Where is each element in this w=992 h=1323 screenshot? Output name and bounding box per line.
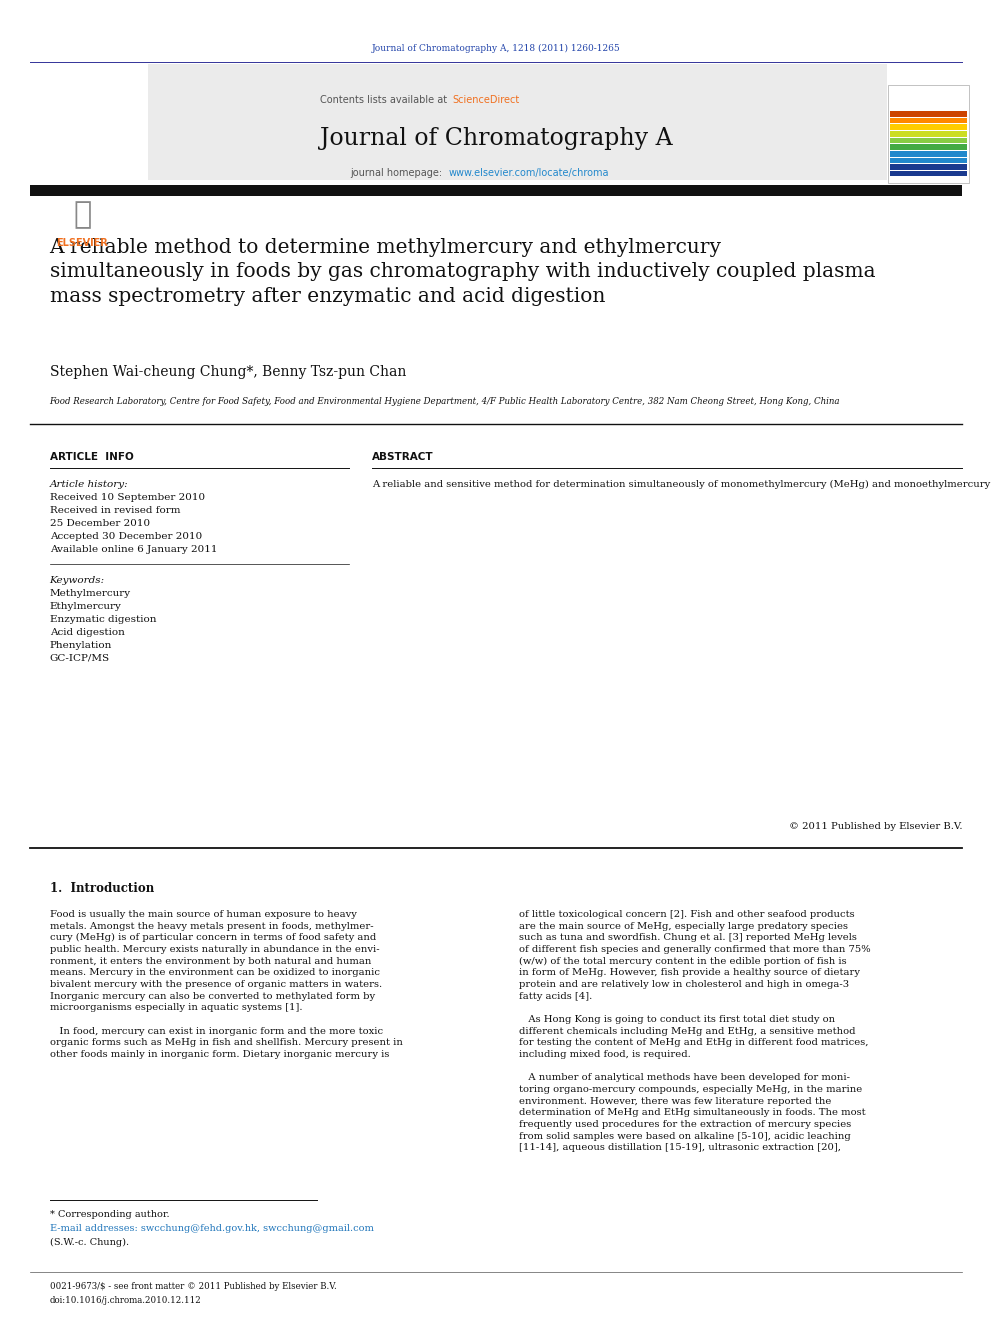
Text: Keywords:: Keywords: [50, 576, 105, 585]
Text: Phenylation: Phenylation [50, 642, 112, 650]
Text: (S.W.-c. Chung).: (S.W.-c. Chung). [50, 1238, 129, 1248]
Text: doi:10.1016/j.chroma.2010.12.112: doi:10.1016/j.chroma.2010.12.112 [50, 1297, 201, 1304]
Text: E-mail addresses: swcchung@fehd.gov.hk, swcchung@gmail.com: E-mail addresses: swcchung@fehd.gov.hk, … [50, 1224, 373, 1233]
Text: Journal of Chromatography A: Journal of Chromatography A [319, 127, 673, 149]
Text: * Corresponding author.: * Corresponding author. [50, 1211, 170, 1218]
Bar [890, 171, 967, 176]
Text: 25 December 2010: 25 December 2010 [50, 519, 150, 528]
Bar [890, 131, 967, 136]
Text: Acid digestion: Acid digestion [50, 628, 124, 636]
Bar [890, 118, 967, 123]
Text: Journal of Chromatography A, 1218 (2011) 1260-1265: Journal of Chromatography A, 1218 (2011)… [372, 44, 620, 53]
Text: Enzymatic digestion: Enzymatic digestion [50, 615, 156, 624]
Bar [30, 185, 962, 196]
Text: Contents lists available at: Contents lists available at [320, 95, 450, 105]
Text: ScienceDirect: ScienceDirect [452, 95, 520, 105]
Text: Received in revised form: Received in revised form [50, 505, 181, 515]
Bar [890, 151, 967, 156]
Bar [890, 164, 967, 169]
Text: Food is usually the main source of human exposure to heavy
metals. Amongst the h: Food is usually the main source of human… [50, 910, 403, 1060]
Text: GC-ICP/MS: GC-ICP/MS [50, 654, 110, 663]
Text: ABSTRACT: ABSTRACT [372, 452, 434, 462]
Text: 1.  Introduction: 1. Introduction [50, 882, 154, 894]
Text: Methylmercury: Methylmercury [50, 589, 131, 598]
Text: Received 10 September 2010: Received 10 September 2010 [50, 493, 204, 501]
Text: Stephen Wai-cheung Chung*, Benny Tsz-pun Chan: Stephen Wai-cheung Chung*, Benny Tsz-pun… [50, 365, 406, 378]
Text: A reliable method to determine methylmercury and ethylmercury
simultaneously in : A reliable method to determine methylmer… [50, 238, 875, 306]
Text: ELSEVIER: ELSEVIER [57, 238, 108, 247]
Bar [890, 111, 967, 116]
Text: ARTICLE  INFO: ARTICLE INFO [50, 452, 133, 462]
Bar [20, 85, 147, 183]
Text: Ethylmercury: Ethylmercury [50, 602, 121, 611]
Bar [890, 138, 967, 143]
Bar [888, 85, 969, 183]
Bar [890, 124, 967, 130]
Text: Food Research Laboratory, Centre for Food Safety, Food and Environmental Hygiene: Food Research Laboratory, Centre for Foo… [50, 397, 840, 406]
Text: 0021-9673/$ - see front matter © 2011 Published by Elsevier B.V.: 0021-9673/$ - see front matter © 2011 Pu… [50, 1282, 336, 1291]
Text: A reliable and sensitive method for determination simultaneously of monomethylme: A reliable and sensitive method for dete… [372, 480, 992, 490]
Bar [890, 144, 967, 149]
Text: Article history:: Article history: [50, 480, 128, 490]
Bar [890, 157, 967, 163]
Text: www.elsevier.com/locate/chroma: www.elsevier.com/locate/chroma [448, 168, 609, 179]
Text: Available online 6 January 2011: Available online 6 January 2011 [50, 545, 217, 554]
Text: 🌳: 🌳 [73, 200, 91, 229]
Text: © 2011 Published by Elsevier B.V.: © 2011 Published by Elsevier B.V. [789, 822, 962, 831]
Text: Accepted 30 December 2010: Accepted 30 December 2010 [50, 532, 201, 541]
Bar [148, 64, 887, 180]
Text: of little toxicological concern [2]. Fish and other seafood products
are the mai: of little toxicological concern [2]. Fis… [519, 910, 870, 1152]
Text: journal homepage:: journal homepage: [350, 168, 445, 179]
